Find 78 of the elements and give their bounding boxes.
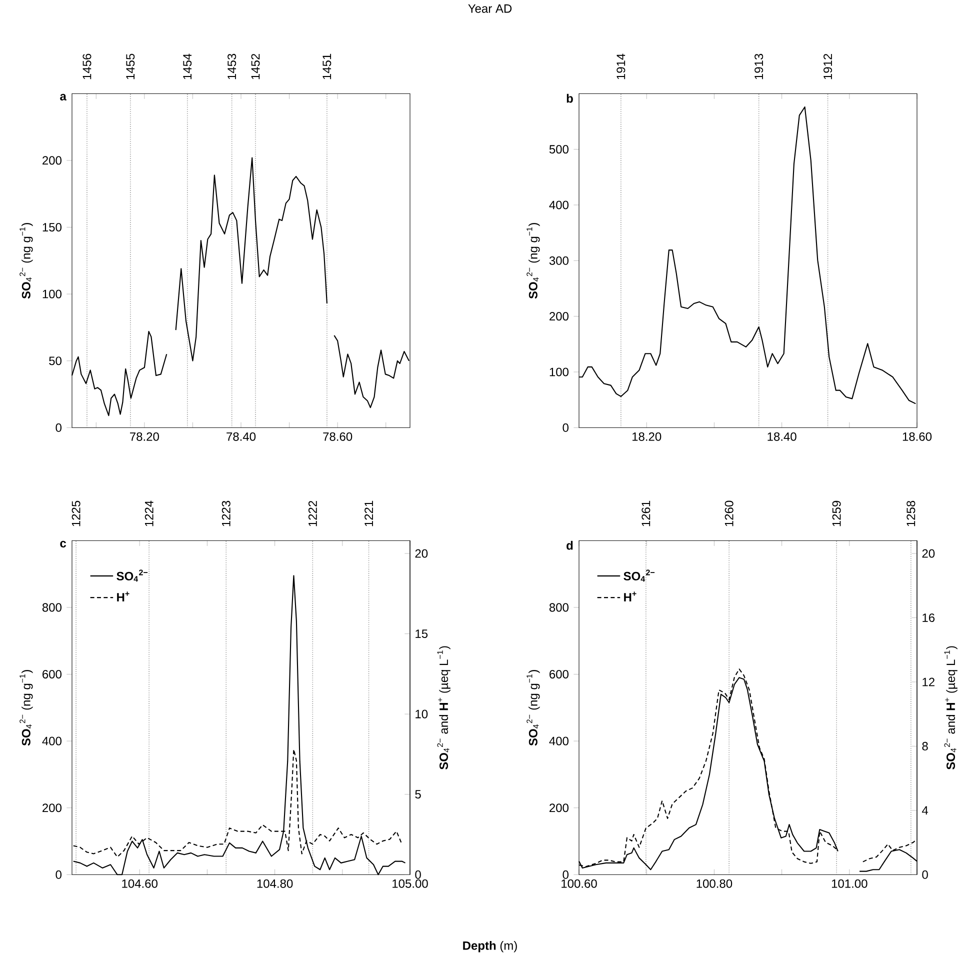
x-tick-label: 105.00 — [392, 880, 428, 888]
legend-label: H$^{+}$ — [624, 592, 636, 602]
y-tick-label: 800 — [549, 603, 568, 612]
text: Year AD — [468, 4, 512, 13]
chart-title: d — [566, 541, 573, 550]
y2-tick-label: 5 — [415, 790, 421, 799]
x-tick-label: 18.20 — [632, 432, 662, 442]
y-tick-label: 150 — [42, 223, 62, 232]
y2-tick-label: 20 — [922, 549, 935, 558]
y2-tick-label: 0 — [922, 870, 928, 880]
text: SO$_{4}$$^{2−}$ and H$^{+}$ (µeq L$^{−1}$) — [437, 646, 450, 770]
text: 1456 — [82, 54, 92, 80]
y-tick-label: 800 — [42, 603, 62, 612]
x-tick-label: 18.40 — [768, 432, 796, 442]
y-tick-label: 600 — [550, 670, 568, 679]
y-tick-label: 100 — [42, 290, 62, 298]
text: 1221 — [364, 501, 373, 526]
y2-tick-label: 16 — [922, 614, 935, 622]
y2-tick-label: 8 — [922, 742, 928, 751]
y2-tick-label: 12 — [922, 678, 934, 686]
y-tick-label: 0 — [56, 424, 62, 432]
chart-title: a — [60, 94, 66, 101]
y-tick-label: 300 — [549, 256, 568, 266]
y-tick-label: 500 — [549, 145, 568, 154]
y2-tick-label: 4 — [922, 806, 928, 815]
x-tick-label: 101.00 — [832, 880, 868, 888]
chart-title: b — [566, 94, 573, 103]
y-axis-title: SO$_{4}$$^{2−}$ (ng g$^{−1}$) — [526, 223, 540, 299]
y-tick-label: 400 — [549, 736, 568, 746]
y-axis-title: SO$_{4}$$^{2−}$ (ng g$^{−1}$) — [20, 670, 33, 746]
text: 1454 — [183, 54, 192, 80]
y-tick-label: 200 — [42, 156, 62, 165]
legend-label: SO$_{4}$2− — [116, 570, 148, 582]
y-tick-label: 200 — [550, 312, 568, 321]
text: 1222 — [308, 501, 317, 526]
y-tick-label: 600 — [42, 670, 62, 679]
x-tick-label: 78.60 — [323, 432, 352, 442]
text: 1455 — [126, 54, 135, 80]
x-tick-label: 78.20 — [130, 432, 159, 442]
y-tick-label: 0 — [56, 870, 62, 880]
text: 1260 — [724, 500, 734, 526]
y-axis-title: SO$_{4}$$^{2−}$ (ng g$^{−1}$) — [526, 670, 540, 746]
text: 1225 — [72, 501, 80, 526]
x-tick-label: 104.60 — [122, 880, 158, 888]
y2-tick-label: 15 — [416, 630, 428, 638]
text: 1452 — [251, 54, 260, 80]
y-tick-label: 400 — [42, 736, 62, 746]
y-tick-label: 0 — [562, 870, 568, 880]
y-tick-label: 200 — [42, 804, 62, 812]
text: 1912 — [824, 54, 832, 80]
x-tick-label: 78.40 — [226, 432, 256, 442]
y2-tick-label: 20 — [415, 549, 428, 558]
text: 1913 — [754, 54, 764, 80]
text: 1451 — [322, 54, 332, 80]
legend-label: H$^{+}$ — [117, 592, 130, 602]
legend-label: SO$_{4}$2− — [624, 570, 655, 582]
y-tick-label: 400 — [549, 200, 568, 210]
y-tick-label: 200 — [550, 804, 568, 812]
y-tick-label: 100 — [550, 368, 568, 376]
text: SO$_{4}$$^{2−}$ and H$^{+}$ (µeq L$^{−1}$) — [944, 646, 958, 770]
text: 1261 — [642, 501, 650, 526]
y2-tick-label: 0 — [415, 870, 421, 880]
x-tick-label: 18.60 — [902, 432, 932, 442]
text: 1453 — [228, 54, 236, 80]
y-tick-label: 0 — [562, 424, 568, 432]
text: 1223 — [222, 501, 230, 526]
text: 1258 — [906, 501, 916, 526]
x-tick-label: 104.80 — [257, 880, 293, 888]
y-axis-title: SO$_{4}$$^{2−}$ (ng g$^{−1}$) — [20, 223, 33, 299]
y2-tick-label: 10 — [416, 710, 428, 718]
text: Depth (m) — [463, 941, 517, 952]
y-tick-label: 50 — [49, 356, 62, 366]
text: 1224 — [144, 500, 154, 526]
x-tick-label: 100.80 — [696, 880, 732, 888]
text: 1914 — [616, 54, 626, 80]
chart-title: c — [60, 541, 66, 548]
text: 1259 — [832, 501, 841, 526]
x-tick-label: 100.60 — [562, 880, 597, 888]
